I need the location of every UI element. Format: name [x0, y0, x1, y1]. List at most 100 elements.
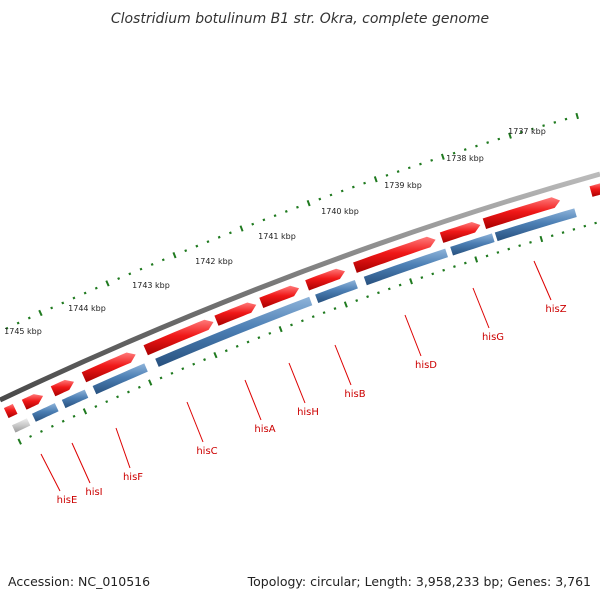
minor-tick [126, 390, 130, 394]
minor-tick [529, 240, 532, 244]
scale-label: 1737 kbp [508, 127, 546, 136]
gene-feature [315, 280, 358, 303]
cds-feature [81, 352, 136, 383]
minor-tick [217, 235, 221, 239]
gene-feature [61, 389, 89, 409]
reverse-gene-track [12, 208, 577, 433]
map-title: Clostridium botulinum B1 str. Okra, comp… [111, 11, 489, 27]
minor-tick [251, 222, 255, 226]
minor-tick [72, 296, 76, 300]
minor-tick [284, 210, 288, 213]
minor-tick [497, 137, 501, 141]
unannotated-feature [12, 418, 31, 433]
cds-feature [589, 183, 600, 197]
minor-tick [39, 429, 43, 433]
minor-tick [273, 214, 277, 218]
minor-tick [50, 424, 54, 428]
minor-tick [351, 185, 355, 189]
minor-tick [453, 265, 456, 268]
major-tick [373, 176, 378, 183]
gene-feature [494, 208, 577, 242]
minor-tick [203, 358, 207, 362]
minor-tick [195, 244, 199, 248]
major-tick [409, 278, 413, 285]
gene-label-hisB: hisB [344, 389, 365, 400]
gene-labels: hisZ hisG hisD hisB hisH hisA hisC hisF … [57, 304, 567, 506]
leader-line [334, 344, 352, 386]
gene-label-hisZ: hisZ [545, 304, 566, 315]
minor-tick [181, 367, 185, 371]
scale-label: 1744 kbp [68, 304, 106, 313]
minor-tick [228, 231, 232, 235]
minor-tick [496, 251, 500, 254]
cds-feature [214, 302, 257, 326]
cds-feature [21, 394, 44, 410]
minor-tick [475, 144, 478, 148]
scale-label: 1743 kbp [132, 281, 170, 290]
minor-tick [594, 221, 597, 225]
gene-label-hisI: hisI [85, 487, 102, 498]
genome-summary-text: Topology: circular; Length: 3,958,233 bp… [247, 574, 591, 589]
gene-label-hisD: hisD [415, 360, 437, 371]
major-tick [38, 309, 43, 317]
minor-tick [300, 319, 304, 323]
minor-tick [430, 158, 434, 162]
minor-tick [431, 272, 435, 276]
minor-tick [387, 287, 391, 291]
minor-tick [564, 117, 568, 121]
major-tick [306, 199, 311, 207]
scale-label: 1738 kbp [446, 154, 484, 163]
minor-tick [246, 340, 250, 344]
minor-tick [257, 336, 261, 340]
leader-line [186, 401, 204, 443]
minor-tick [366, 295, 370, 299]
scale-label: 1745 kbp [4, 327, 42, 336]
minor-tick [340, 189, 344, 193]
minor-tick [419, 162, 422, 166]
major-tick [17, 438, 22, 445]
minor-tick [463, 261, 467, 265]
minor-tick [542, 124, 545, 128]
major-tick [105, 280, 110, 287]
leader-line [40, 453, 61, 492]
minor-tick [333, 307, 337, 310]
minor-tick [159, 376, 163, 380]
minor-tick [363, 181, 366, 185]
minor-tick [420, 276, 424, 279]
minor-tick [150, 262, 154, 266]
minor-tick [137, 385, 141, 389]
gene-feature [92, 363, 148, 395]
cds-feature [3, 403, 18, 419]
leader-line [71, 442, 91, 484]
scale-labels: 1737 kbp 1738 kbp 1739 kbp 1740 kbp 1741 kbp… [4, 127, 546, 336]
minor-tick [485, 254, 489, 258]
minor-tick [94, 405, 98, 408]
minor-tick [192, 362, 196, 366]
minor-tick [452, 151, 456, 155]
minor-tick [518, 244, 522, 248]
minor-tick [311, 315, 315, 319]
scale-label: 1741 kbp [258, 232, 296, 241]
inner-scale-ticks [17, 221, 597, 445]
leader-line [404, 314, 422, 357]
minor-tick [83, 291, 87, 295]
gene-feature [155, 296, 313, 367]
minor-tick [206, 240, 210, 244]
major-tick [474, 256, 479, 263]
minor-tick [553, 121, 557, 124]
major-tick [508, 132, 512, 139]
leader-line [244, 379, 262, 421]
minor-tick [318, 197, 322, 201]
scale-label: 1740 kbp [321, 207, 359, 216]
minor-tick [519, 130, 523, 134]
gene-feature [32, 403, 59, 422]
cds-feature [353, 236, 436, 273]
minor-tick [507, 247, 511, 251]
minor-tick [377, 291, 380, 295]
genome-backbone [0, 171, 600, 403]
minor-tick [128, 272, 132, 276]
outer-scale-ticks [5, 112, 579, 330]
major-tick [343, 301, 348, 308]
accession-text: Accession: NC_010516 [8, 574, 150, 589]
